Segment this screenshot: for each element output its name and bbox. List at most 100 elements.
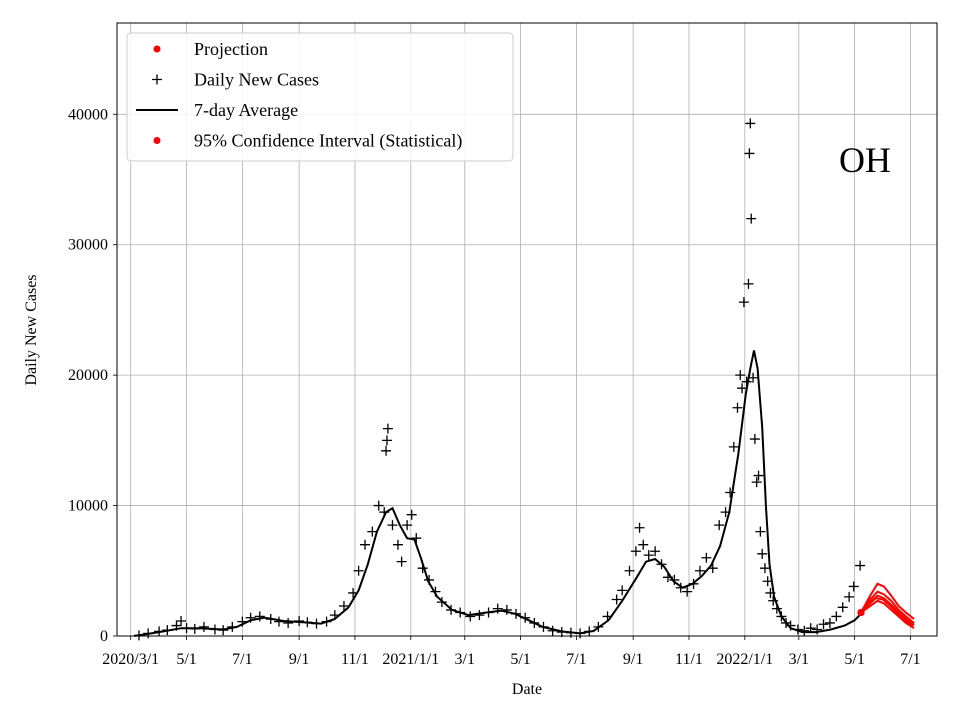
daily-case-marker (198, 621, 209, 632)
daily-case-marker (837, 602, 848, 613)
daily-case-marker (367, 526, 378, 537)
daily-case-marker (755, 526, 766, 537)
x-tick-label: 7/1 (566, 651, 586, 668)
state-label: OH (839, 140, 891, 180)
daily-case-marker (753, 470, 764, 481)
plot-frame (116, 22, 938, 637)
seven-day-average-line (134, 350, 862, 637)
daily-case-marker (745, 118, 756, 129)
y-tick-label: 40000 (68, 106, 108, 123)
legend-box (126, 32, 514, 162)
daily-case-marker (387, 520, 398, 531)
daily-case-marker (382, 423, 393, 434)
x-tick-label: 11/1 (341, 651, 369, 668)
y-tick-label: 20000 (68, 367, 108, 384)
daily-case-marker (735, 370, 746, 381)
daily-case-marker (744, 148, 755, 159)
daily-case-marker (465, 611, 476, 622)
daily-case-marker (611, 594, 622, 605)
daily-case-marker (725, 487, 736, 498)
legend-label: Projection (194, 39, 268, 59)
daily-case-marker (283, 617, 294, 628)
confidence-interval-point (857, 609, 865, 617)
y-axis-label: Daily New Cases (23, 274, 40, 385)
daily-case-marker (634, 522, 645, 533)
confidence-interval-line (860, 590, 915, 624)
legend-label: 95% Confidence Interval (Statistical) (194, 131, 462, 152)
daily-case-marker (176, 616, 187, 627)
daily-case-marker (373, 500, 384, 511)
x-tick-label: 9/1 (623, 651, 643, 668)
daily-case-marker (360, 539, 371, 550)
x-tick-label: 11/1 (675, 651, 703, 668)
x-tick-label: 9/1 (289, 651, 309, 668)
daily-case-marker (392, 539, 403, 550)
daily-case-marker (855, 560, 866, 571)
daily-case-marker (353, 565, 364, 576)
x-tick-label: 3/1 (789, 651, 809, 668)
confidence-interval-line (860, 582, 915, 620)
daily-case-marker (501, 604, 512, 615)
daily-case-marker (751, 477, 762, 488)
daily-case-marker (406, 509, 417, 520)
legend-label: Daily New Cases (194, 70, 319, 90)
legend-label: 7-day Average (194, 100, 298, 120)
daily-case-marker (396, 556, 407, 567)
daily-case-marker (650, 546, 661, 557)
legend-dot-marker (153, 45, 161, 53)
tick-layer: 2020/3/1 5/1 7/1 9/1 11/1 2021/1/1 3/1 5/1 7/1 9/… (68, 106, 921, 668)
daily-case-marker (746, 213, 757, 224)
x-tick-label: 3/1 (455, 651, 475, 668)
daily-case-marker (818, 619, 829, 630)
daily-case-marker (824, 617, 835, 628)
x-tick-label: 5/1 (176, 651, 196, 668)
x-tick-label: 2020/3/1 (102, 651, 159, 668)
x-tick-label: 2022/1/1 (716, 651, 773, 668)
daily-case-marker (638, 539, 649, 550)
legend-items: Projection Daily New Cases 7-day Average 95… (136, 39, 462, 152)
x-axis-label: Date (512, 681, 542, 698)
daily-case-marker (381, 435, 392, 446)
x-tick-label: 7/1 (900, 651, 920, 668)
daily-case-marker (831, 611, 842, 622)
confidence-interval-line (860, 594, 915, 626)
x-tick-label: 7/1 (232, 651, 252, 668)
y-tick-label: 0 (100, 628, 108, 645)
daily-case-marker (338, 601, 349, 612)
daily-case-marker (701, 552, 712, 563)
daily-case-marker (254, 611, 265, 622)
daily-case-marker (743, 278, 754, 289)
confidence-interval-line (860, 599, 915, 630)
x-tick-label: 2021/1/1 (382, 651, 439, 668)
daily-case-marker (714, 520, 725, 531)
daily-case-marker (381, 445, 392, 456)
legend-dot-marker (153, 137, 161, 144)
daily-case-marker (732, 402, 743, 413)
daily-case-marker (759, 563, 770, 574)
legend: Projection Daily New Cases 7-day Average 95… (126, 32, 514, 162)
daily-case-marker (757, 548, 768, 559)
x-tick-label: 5/1 (510, 651, 530, 668)
daily-case-marker (630, 546, 641, 557)
daily-case-marker (748, 372, 759, 383)
legend-plus-marker (152, 74, 162, 85)
daily-case-marker (411, 533, 422, 544)
daily-case-marker (844, 591, 855, 602)
daily-case-marker (749, 434, 760, 445)
daily-case-marker (737, 383, 748, 394)
daily-case-marker (474, 610, 485, 621)
daily-case-marker (643, 550, 654, 561)
daily-case-marker (848, 581, 859, 592)
data-layer (133, 118, 915, 641)
daily-case-marker (694, 565, 705, 576)
daily-case-marker (682, 586, 693, 597)
daily-case-marker (728, 441, 739, 452)
y-tick-label: 10000 (68, 498, 108, 515)
x-tick-label: 5/1 (844, 651, 864, 668)
daily-case-marker (617, 585, 628, 596)
daily-case-marker (669, 574, 680, 585)
daily-case-marker (738, 297, 749, 308)
daily-case-marker (624, 565, 635, 576)
